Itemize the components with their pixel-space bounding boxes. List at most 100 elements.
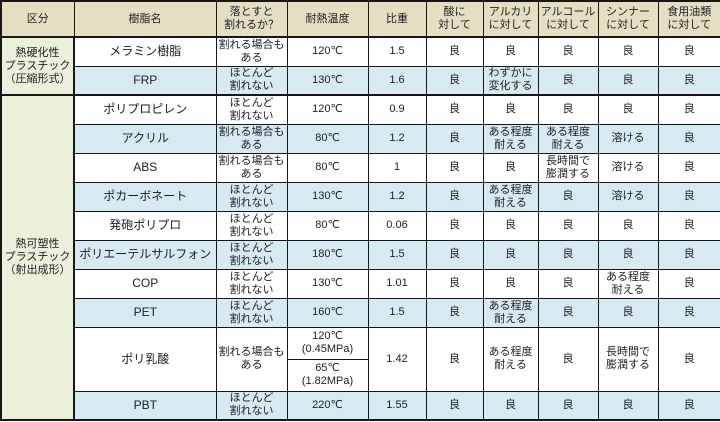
header-row: 区分 樹脂名 落とすと 割れるか？ 耐熱温度 比重 酸に 対して アルカリ に対… [0,0,720,38]
cell-specific-gravity: 0.9 [367,94,427,125]
table-row: ポリエーテルサルフォン ほとんど 割れない 180℃ 1.5 良良良良良 [1,239,720,270]
col-header-acid: 酸に 対して [425,0,484,38]
cell-heat-temp: 80℃ [286,152,369,183]
cell-alcohol: 良 [537,65,599,96]
cell-break-resistance: ほとんど 割れない [215,65,288,96]
table-row: ポカーボネート ほとんど 割れない 130℃ 1.2 良ある程度 耐える良溶ける良 [1,181,720,212]
table-row: 熱硬化性 プラスチック （圧縮形式） メラミン樹脂 割れる場合も ある 120℃ 1.5… [0,36,720,96]
cell-alkali: 良 [482,36,539,67]
cell-break-resistance: ほとんど 割れない [215,297,288,328]
cell-break-resistance: ほとんど 割れない [215,181,288,212]
cell-heat-temp: 120℃ [286,36,369,67]
heat-temp-split-wrap: 120℃ (0.45MPa) 65℃ (1.82MPa) [288,328,367,390]
cell-specific-gravity: 1.55 [367,390,427,421]
cell-heat-temp: 130℃ [286,268,369,299]
cell-alcohol: 良 [537,268,599,299]
cell-thinner: 良 [597,210,659,241]
cell-oil: 良 [657,297,720,328]
col-header-thinner: シンナー に対して [597,0,659,38]
table-row: ABS 割れる場合も ある 80℃ 1 良良長時間で 膨潤する 溶ける良 [1,152,720,183]
table-body: 熱硬化性 プラスチック （圧縮形式） メラミン樹脂 割れる場合も ある 120℃ 1.5… [0,36,720,421]
table-row: アクリル 割れる場合も ある 80℃ 1.2 良ある程度 耐える ある程度 耐える 溶ける良 [1,123,720,154]
cell-specific-gravity: 1.5 [367,36,427,67]
cell-thinner: 良 [597,36,659,67]
cell-break-resistance: ほとんど 割れない [215,268,288,299]
cell-break-resistance: ほとんど 割れない [215,239,288,270]
cell-acid: 良 [425,65,484,96]
cell-resin-name: ポカーボネート [73,181,217,212]
cell-heat-temp: 80℃ [286,123,369,154]
table-row: COP ほとんど 割れない 130℃ 1.01 良良良ある程度 耐える良 [1,268,720,299]
cell-break-resistance: ほとんど 割れない [215,210,288,241]
cell-alcohol: 良 [537,94,599,125]
cell-oil: 良 [657,123,720,154]
table-row: 発砲ポリプロ ほとんど 割れない 80℃ 0.06 良良良良良 [1,210,720,241]
category-group-cell: 熱可塑性 プラスチック （射出成形） [0,94,75,421]
col-header-alkali: アルカリ に対して [482,0,539,38]
cell-acid: 良 [425,239,484,270]
col-header-alcohol: アルコール に対して [537,0,599,38]
cell-oil: 良 [657,36,720,67]
col-header-specific-gravity: 比重 [367,0,427,38]
cell-alkali: 良 [482,210,539,241]
cell-break-resistance: ほとんど 割れない [215,94,288,125]
cell-alcohol: 良 [537,239,599,270]
cell-acid: 良 [425,181,484,212]
cell-break-resistance: 割れる場合も ある [215,123,288,154]
cell-break-resistance: 割れる場合も ある [215,152,288,183]
cell-thinner: 良 [597,390,659,421]
table-row: ポリ乳酸 割れる場合も ある 120℃ (0.45MPa) 65℃ (1.82MPa)… [1,326,720,392]
cell-specific-gravity: 1.6 [367,65,427,96]
col-header-break-resistance: 落とすと 割れるか？ [215,0,288,38]
col-header-heat-temp: 耐熱温度 [286,0,369,38]
cell-oil: 良 [657,94,720,125]
heat-temp-sub-cell: 65℃ (1.82MPa) [301,362,354,387]
category-group-cell: 熱硬化性 プラスチック （圧縮形式） [0,36,75,96]
cell-alcohol: 良 [537,181,599,212]
cell-resin-name: ポリ乳酸 [73,326,217,392]
cell-alcohol: 長時間で 膨潤する [537,152,599,183]
table-row: PBT ほとんど 割れない 220℃ 1.55 良良良良良 [1,390,720,421]
cell-alcohol: 良 [537,297,599,328]
cell-break-resistance: ほとんど 割れない [215,390,288,421]
cell-acid: 良 [425,390,484,421]
cell-acid: 良 [425,123,484,154]
cell-alcohol: 良 [537,210,599,241]
cell-resin-name: メラミン樹脂 [73,36,217,67]
cell-acid: 良 [425,268,484,299]
cell-alkali: わずかに 変化する [482,65,539,96]
cell-alkali: ある程度 耐える [482,181,539,212]
cell-resin-name: ポリプロピレン [73,94,217,125]
col-header-edible-oil: 食用油類 に対して [657,0,720,38]
cell-heat-temp: 130℃ [286,181,369,212]
cell-thinner: 良 [597,94,659,125]
cell-alkali: ある程度 耐える [482,326,539,392]
cell-oil: 良 [657,390,720,421]
cell-resin-name: 発砲ポリプロ [73,210,217,241]
col-header-resin-name: 樹脂名 [73,0,217,38]
cell-thinner: 良 [597,297,659,328]
cell-alcohol: 良 [537,36,599,67]
cell-acid: 良 [425,210,484,241]
cell-heat-temp: 220℃ [286,390,369,421]
cell-break-resistance: 割れる場合も ある [215,36,288,67]
cell-heat-temp: 120℃ [286,94,369,125]
col-header-category: 区分 [0,0,75,38]
cell-resin-name: PBT [73,390,217,421]
cell-heat-temp: 80℃ [286,210,369,241]
cell-alkali: ある程度 耐える [482,123,539,154]
cell-specific-gravity: 1.2 [367,181,427,212]
cell-oil: 良 [657,326,720,392]
cell-acid: 良 [425,326,484,392]
cell-specific-gravity: 1.01 [367,268,427,299]
cell-oil: 良 [657,181,720,212]
table-row: 熱可塑性 プラスチック （射出成形） ポリプロピレン ほとんど 割れない 120℃ 0.… [0,94,720,421]
cell-specific-gravity: 1.5 [367,239,427,270]
cell-specific-gravity: 1.42 [367,326,427,392]
cell-acid: 良 [425,152,484,183]
heat-temp-sub-cell: 120℃ (0.45MPa) [288,328,367,360]
cell-specific-gravity: 1 [367,152,427,183]
cell-acid: 良 [425,94,484,125]
cell-resin-name: ABS [73,152,217,183]
